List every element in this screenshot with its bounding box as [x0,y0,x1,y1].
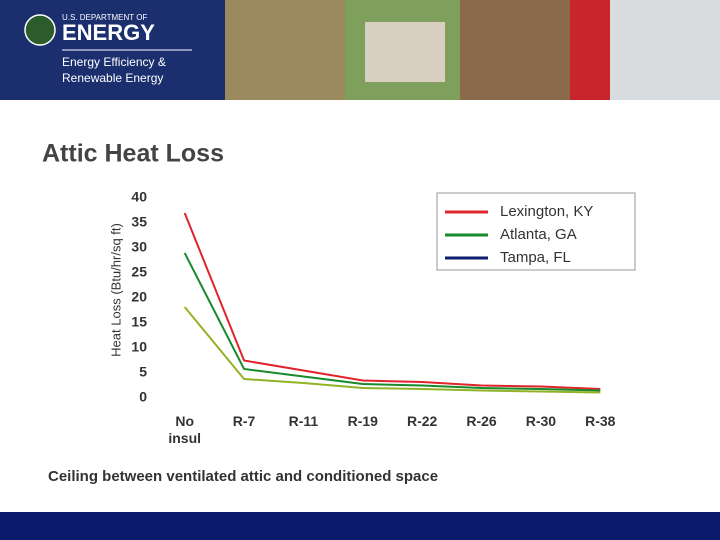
x-tick-label: R-26 [466,413,497,429]
photo [570,0,610,100]
y-tick-label: 0 [139,389,147,405]
x-tick-label: R-11 [288,413,319,429]
y-tick-label: 20 [131,289,147,305]
plot: 0 5 10 15 20 25 30 35 40 Lexington, KY Atlanta, GA… [131,189,636,405]
agency: U.S. DEPARTMENT OF [62,13,147,22]
series-line [183,252,601,392]
y-tick-label: 30 [131,239,147,255]
legend-label: Tampa, FL [500,249,571,266]
y-tick-label: 35 [131,214,147,230]
legend-label: Lexington, KY [500,203,593,220]
y-tick-label: 15 [131,314,147,330]
x-tick-label: R-22 [407,413,438,429]
series-line [183,212,601,390]
photo [225,0,345,100]
y-tick-label: 5 [139,364,147,380]
y-tick-label: 10 [131,339,147,355]
chart-title: Attic Heat Loss [42,140,224,168]
photo [610,0,720,100]
x-tick-label: R-38 [585,413,616,429]
office: Renewable Energy [62,71,163,85]
x-tick-label: R-19 [347,413,378,429]
y-axis-label: Heat Loss (Btu/hr/sq ft) [108,223,123,357]
series-line [183,306,601,394]
doe-seal [24,14,56,46]
photo [460,0,570,100]
footer-band [0,512,720,540]
legend-label: Atlanta, GA [500,226,577,243]
y-tick-label: 25 [131,264,147,280]
house [365,22,445,82]
x-axis-label: Ceiling between ventilated attic and con… [48,468,438,485]
x-tick-label: R-30 [525,413,557,429]
y-tick-label: 40 [131,189,147,205]
x-tick-label: No insul [168,413,202,446]
office: Energy Efficiency & [62,55,166,69]
x-tick-label: R-7 [232,413,256,429]
department: ENERGY [62,20,155,45]
